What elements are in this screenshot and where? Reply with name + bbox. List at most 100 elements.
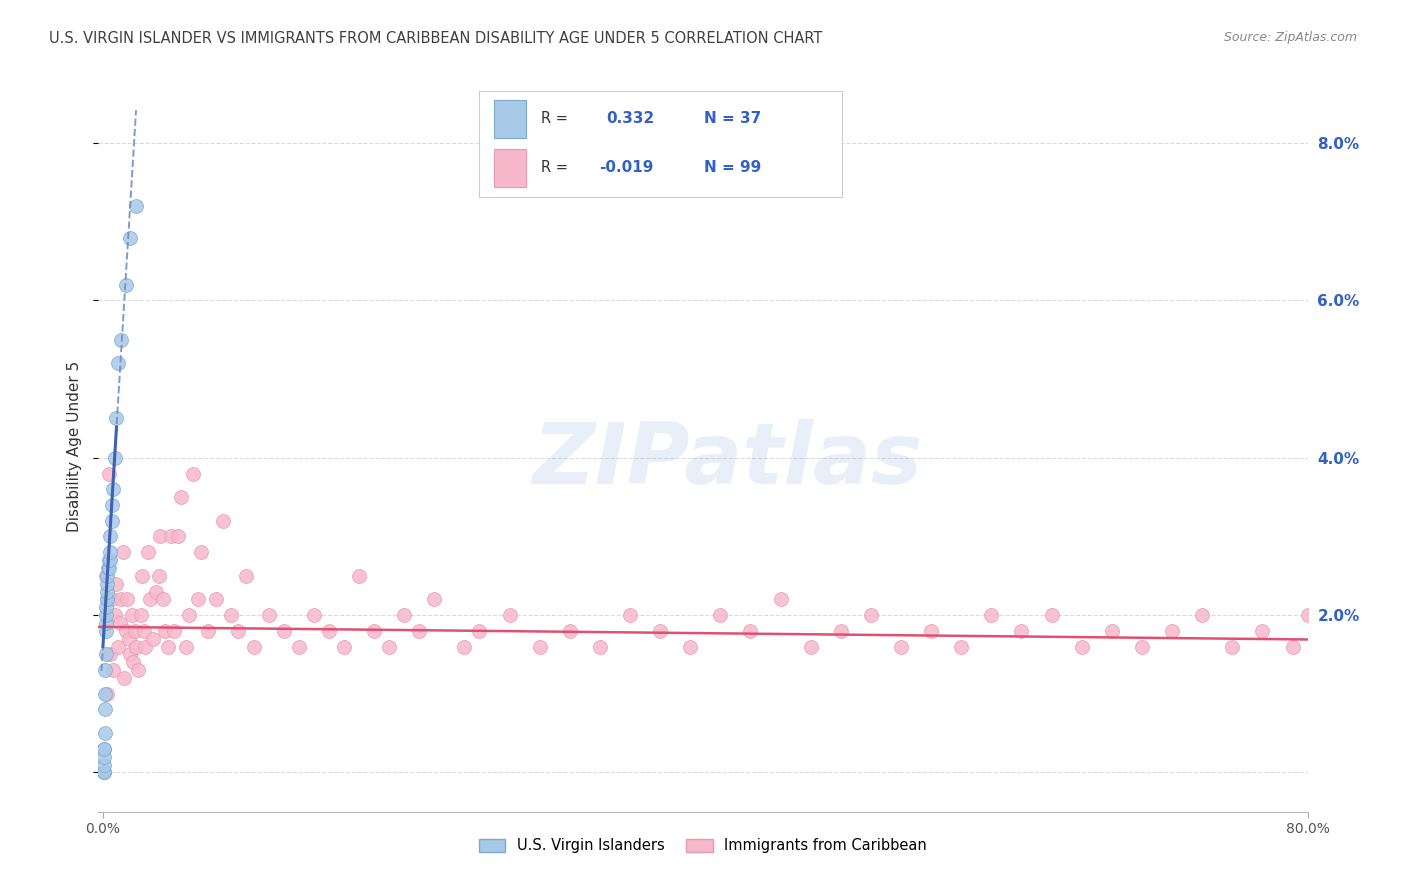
Point bbox=[378, 640, 401, 654]
Point bbox=[1161, 624, 1184, 638]
Point bbox=[114, 277, 136, 292]
Point bbox=[190, 545, 212, 559]
Point bbox=[228, 624, 250, 638]
Point bbox=[97, 553, 120, 567]
Point bbox=[112, 671, 135, 685]
Point bbox=[1281, 640, 1303, 654]
Point bbox=[273, 624, 295, 638]
Point bbox=[187, 592, 209, 607]
Point bbox=[242, 640, 264, 654]
Point bbox=[93, 741, 115, 756]
Point bbox=[103, 482, 125, 496]
Point bbox=[163, 624, 186, 638]
Point bbox=[107, 356, 129, 370]
Point bbox=[103, 663, 125, 677]
Point bbox=[93, 765, 115, 780]
Point bbox=[159, 529, 181, 543]
Point bbox=[121, 608, 143, 623]
Point bbox=[950, 640, 973, 654]
Point bbox=[1251, 624, 1274, 638]
Point bbox=[177, 608, 200, 623]
Point bbox=[1341, 608, 1364, 623]
Point bbox=[859, 608, 882, 623]
Point bbox=[125, 640, 148, 654]
Y-axis label: Disability Age Under 5: Disability Age Under 5 bbox=[67, 360, 83, 532]
Point bbox=[101, 514, 124, 528]
Point bbox=[93, 765, 115, 780]
Point bbox=[980, 608, 1002, 623]
Point bbox=[108, 615, 131, 630]
Point bbox=[97, 561, 120, 575]
Point bbox=[105, 576, 128, 591]
Point bbox=[107, 640, 129, 654]
Point bbox=[235, 568, 257, 582]
Point bbox=[1011, 624, 1033, 638]
Point bbox=[96, 687, 118, 701]
Point bbox=[648, 624, 671, 638]
Point bbox=[104, 608, 127, 623]
Point bbox=[100, 545, 122, 559]
Point bbox=[800, 640, 823, 654]
Point bbox=[148, 568, 170, 582]
Point bbox=[205, 592, 228, 607]
Point bbox=[94, 568, 117, 582]
Point bbox=[529, 640, 551, 654]
Point bbox=[830, 624, 852, 638]
Point bbox=[94, 624, 117, 638]
Point bbox=[96, 592, 118, 607]
Point bbox=[131, 568, 153, 582]
Point bbox=[100, 529, 122, 543]
Point bbox=[392, 608, 415, 623]
Point bbox=[1070, 640, 1092, 654]
Point bbox=[347, 568, 370, 582]
Point bbox=[114, 624, 136, 638]
Point bbox=[96, 568, 118, 582]
Point bbox=[100, 553, 122, 567]
Point bbox=[1101, 624, 1123, 638]
Point bbox=[170, 490, 193, 504]
Point bbox=[93, 749, 115, 764]
Point bbox=[94, 615, 117, 630]
Point bbox=[156, 640, 179, 654]
Point bbox=[1040, 608, 1063, 623]
Point bbox=[101, 592, 124, 607]
Point bbox=[110, 592, 132, 607]
Point bbox=[558, 624, 581, 638]
Point bbox=[1220, 640, 1243, 654]
Point bbox=[212, 514, 235, 528]
Point bbox=[1386, 624, 1406, 638]
Point bbox=[96, 592, 118, 607]
Point bbox=[93, 726, 115, 740]
Point bbox=[97, 561, 120, 575]
Text: ZIPatlas: ZIPatlas bbox=[531, 419, 922, 502]
Point bbox=[709, 608, 731, 623]
Point bbox=[115, 592, 138, 607]
Point bbox=[219, 608, 242, 623]
Point bbox=[619, 608, 641, 623]
Point bbox=[145, 584, 167, 599]
Point bbox=[138, 592, 160, 607]
Point bbox=[101, 498, 124, 512]
Point bbox=[117, 632, 139, 646]
Point bbox=[94, 608, 117, 623]
Point bbox=[110, 333, 132, 347]
Point bbox=[468, 624, 491, 638]
Point bbox=[181, 467, 204, 481]
Point bbox=[149, 529, 172, 543]
Point bbox=[152, 592, 174, 607]
Point bbox=[136, 545, 159, 559]
Point bbox=[93, 741, 115, 756]
Point bbox=[96, 576, 118, 591]
Point bbox=[93, 765, 115, 780]
Point bbox=[1372, 640, 1395, 654]
Point bbox=[589, 640, 612, 654]
Legend: U.S. Virgin Islanders, Immigrants from Caribbean: U.S. Virgin Islanders, Immigrants from C… bbox=[472, 832, 934, 859]
Point bbox=[257, 608, 280, 623]
Point bbox=[318, 624, 340, 638]
Point bbox=[498, 608, 520, 623]
Point bbox=[125, 199, 148, 213]
Point bbox=[129, 608, 152, 623]
Point bbox=[423, 592, 446, 607]
Point bbox=[769, 592, 792, 607]
Point bbox=[122, 655, 145, 669]
